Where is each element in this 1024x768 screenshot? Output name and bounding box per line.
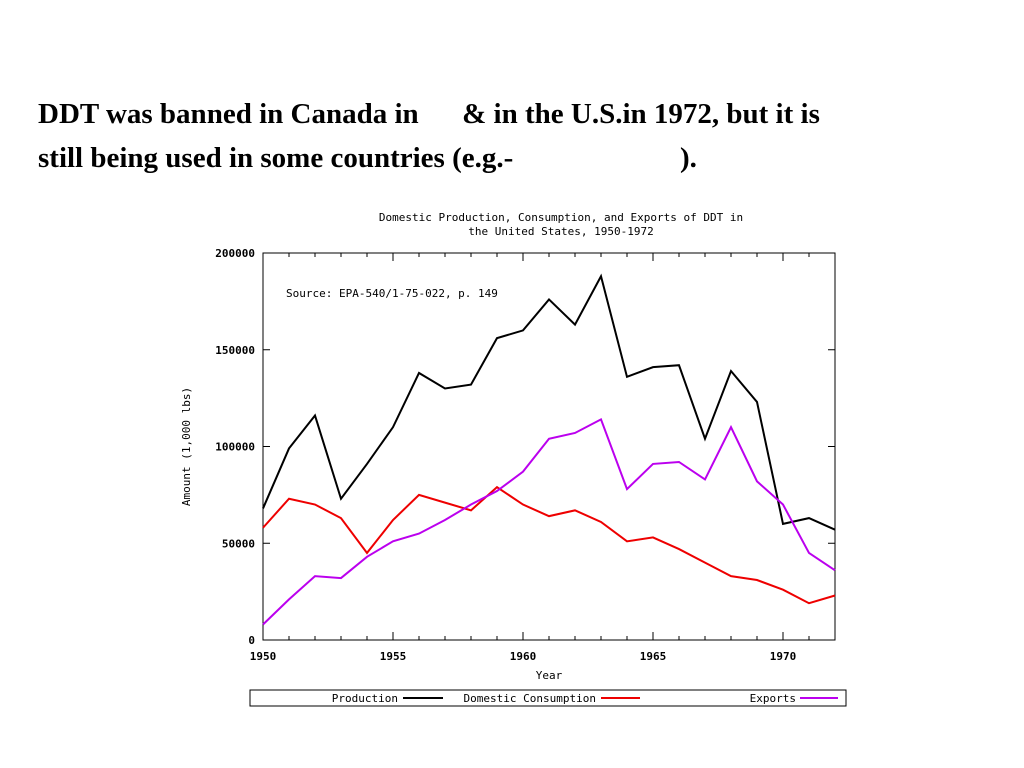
x-tick-label: 1960 — [510, 650, 537, 663]
series-line-production — [262, 273, 836, 531]
legend-label-exports: Exports — [750, 692, 796, 705]
x-tick-label: 1950 — [250, 650, 277, 663]
legend-label-domestic-consumption: Domestic Consumption — [464, 692, 596, 705]
x-tick-label: 1970 — [770, 650, 797, 663]
legend-label-production: Production — [332, 692, 398, 705]
y-axis-label: Amount (1,000 lbs) — [180, 387, 193, 506]
y-tick-label: 0 — [248, 634, 255, 647]
x-tick-label: 1955 — [380, 650, 407, 663]
x-tick-label: 1965 — [640, 650, 667, 663]
plot-frame — [262, 252, 836, 641]
legend-box — [249, 689, 847, 707]
chart-title-line-1: Domestic Production, Consumption, and Ex… — [379, 211, 743, 224]
chart-title-line-2: the United States, 1950-1972 — [468, 225, 653, 238]
y-tick-label: 100000 — [215, 441, 255, 454]
ddt-line-chart: Domestic Production, Consumption, and Ex… — [180, 211, 847, 707]
series-line-exports — [262, 418, 836, 626]
slide-text-line-1: DDT was banned in Canada in & in the U.S… — [38, 98, 820, 130]
slide-text-line-2: still being used in some countries (e.g.… — [38, 142, 697, 174]
y-tick-label: 200000 — [215, 247, 255, 260]
x-axis-label: Year — [536, 669, 563, 682]
y-tick-label: 150000 — [215, 344, 255, 357]
slide-body-text: DDT was banned in Canada in & in the U.S… — [38, 92, 998, 180]
source-annotation: Source: EPA-540/1-75-022, p. 149 — [286, 287, 498, 300]
series-line-domestic-consumption — [262, 485, 836, 605]
y-tick-label: 50000 — [222, 537, 255, 550]
